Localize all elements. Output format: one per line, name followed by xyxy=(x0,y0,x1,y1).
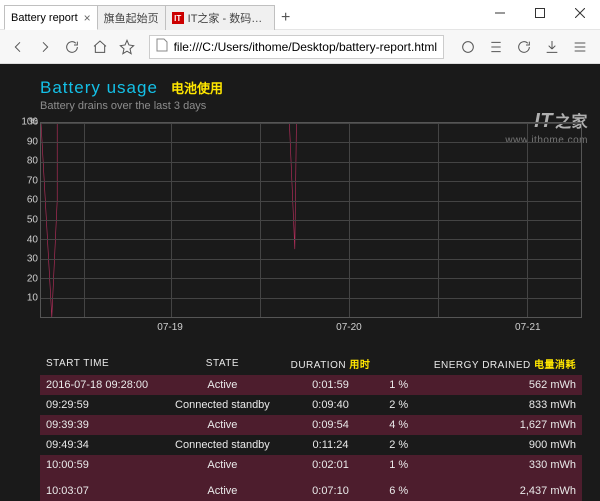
cell-energy: 833 mWh xyxy=(414,395,582,415)
home-button[interactable] xyxy=(88,33,111,61)
section-header: Battery usage 电池使用 Battery drains over t… xyxy=(40,78,582,112)
y-tick: 40 xyxy=(12,234,38,245)
tab-0[interactable]: Battery report × xyxy=(4,5,98,30)
y-tick: 100 xyxy=(12,117,38,128)
cell-state: Active xyxy=(164,455,280,475)
tab-label: Battery report xyxy=(11,12,78,24)
cell-duration: 0:09:54 xyxy=(281,415,381,435)
y-tick: 70 xyxy=(12,175,38,186)
cell-pct: 2 % xyxy=(380,395,414,415)
y-axis: %100908070605040302010 xyxy=(12,122,38,318)
extension2-button[interactable] xyxy=(482,33,510,61)
address-text: file:///C:/Users/ithome/Desktop/battery-… xyxy=(174,40,437,54)
cell-energy: 1,627 mWh xyxy=(414,415,582,435)
new-tab-button[interactable]: + xyxy=(274,6,298,30)
y-tick: 90 xyxy=(12,136,38,147)
cell-state: Connected standby xyxy=(164,435,280,455)
cell-duration: 0:09:40 xyxy=(281,395,381,415)
refresh2-button[interactable] xyxy=(510,33,538,61)
usage-table-wrap: START TIME STATE DURATION 用时 ENERGY DRAI… xyxy=(0,352,582,501)
y-tick: 10 xyxy=(12,293,38,304)
window-controls xyxy=(480,0,600,26)
col-duration: DURATION xyxy=(291,360,346,371)
x-axis: 07-19 07-20 07-21 xyxy=(40,322,582,342)
cell-pct: 1 % xyxy=(380,375,414,395)
table-row: 10:00:59Active0:02:011 %330 mWh xyxy=(40,455,582,475)
cell-duration: 0:11:24 xyxy=(281,435,381,455)
star-button[interactable] xyxy=(115,33,138,61)
col-state: STATE xyxy=(164,352,280,375)
cell-state: Active xyxy=(164,415,280,435)
cell-pct: 2 % xyxy=(380,435,414,455)
cell-time: 09:29:59 xyxy=(40,395,164,415)
tab-favicon: IT xyxy=(172,12,184,24)
window-titlebar: Battery report × 旗鱼起始页 IT IT之家 - 数码、科技、生 + xyxy=(0,0,600,30)
close-button[interactable] xyxy=(560,0,600,26)
tab-1[interactable]: 旗鱼起始页 xyxy=(97,5,166,30)
extension1-button[interactable] xyxy=(454,33,482,61)
col-duration-zh: 用时 xyxy=(349,360,370,371)
tab-strip: Battery report × 旗鱼起始页 IT IT之家 - 数码、科技、生 + xyxy=(4,5,298,30)
cell-energy: 330 mWh xyxy=(414,455,582,475)
download-button[interactable] xyxy=(538,33,566,61)
col-pct xyxy=(380,352,414,375)
tab-close-icon[interactable]: × xyxy=(84,11,91,25)
table-row: 09:39:39Active0:09:544 %1,627 mWh xyxy=(40,415,582,435)
col-energy-zh: 电量消耗 xyxy=(534,360,576,371)
y-tick: 20 xyxy=(12,273,38,284)
section-subtitle: Battery drains over the last 3 days xyxy=(40,100,582,112)
cell-energy: 900 mWh xyxy=(414,435,582,455)
x-tick: 07-20 xyxy=(336,322,362,333)
x-tick: 07-19 xyxy=(157,322,183,333)
report-content: IT之家 www.ithome.com Battery usage 电池使用 B… xyxy=(0,64,600,501)
cell-duration: 0:02:01 xyxy=(281,455,381,475)
battery-chart: %100908070605040302010 07-1907-2007-21 xyxy=(40,122,582,342)
back-button[interactable] xyxy=(6,33,29,61)
col-start-time: START TIME xyxy=(40,352,164,375)
tab-label: 旗鱼起始页 xyxy=(104,10,159,26)
doc-icon xyxy=(156,38,168,55)
usage-table: START TIME STATE DURATION 用时 ENERGY DRAI… xyxy=(40,352,582,501)
cell-time: 10:03:07 xyxy=(40,475,164,501)
y-tick: 50 xyxy=(12,215,38,226)
menu-button[interactable] xyxy=(566,33,594,61)
cell-duration: 0:07:10 xyxy=(281,475,381,501)
cell-time: 09:39:39 xyxy=(40,415,164,435)
cell-state: Connected standby xyxy=(164,395,280,415)
cell-time: 2016-07-18 09:28:00 xyxy=(40,375,164,395)
cell-time: 09:49:34 xyxy=(40,435,164,455)
cell-energy: 562 mWh xyxy=(414,375,582,395)
refresh-button[interactable] xyxy=(61,33,84,61)
col-energy: ENERGY DRAINED xyxy=(434,360,531,371)
y-tick: 60 xyxy=(12,195,38,206)
table-row: 2016-07-18 09:28:00Active0:01:591 %562 m… xyxy=(40,375,582,395)
address-bar[interactable]: file:///C:/Users/ithome/Desktop/battery-… xyxy=(149,35,444,59)
tab-2[interactable]: IT IT之家 - 数码、科技、生 xyxy=(165,5,275,30)
table-body: 2016-07-18 09:28:00Active0:01:591 %562 m… xyxy=(40,375,582,501)
forward-button[interactable] xyxy=(33,33,56,61)
cell-pct: 1 % xyxy=(380,455,414,475)
cell-state: Active xyxy=(164,375,280,395)
minimize-button[interactable] xyxy=(480,0,520,26)
tab-label: IT之家 - 数码、科技、生 xyxy=(188,10,268,26)
cell-energy: 2,437 mWh xyxy=(414,475,582,501)
maximize-button[interactable] xyxy=(520,0,560,26)
section-title: Battery usage xyxy=(40,78,158,97)
x-tick: 07-21 xyxy=(515,322,541,333)
table-header-row: START TIME STATE DURATION 用时 ENERGY DRAI… xyxy=(40,352,582,375)
cell-time: 10:00:59 xyxy=(40,455,164,475)
browser-toolbar: file:///C:/Users/ithome/Desktop/battery-… xyxy=(0,30,600,64)
cell-pct: 6 % xyxy=(380,475,414,501)
cell-pct: 4 % xyxy=(380,415,414,435)
cell-duration: 0:01:59 xyxy=(281,375,381,395)
y-tick: 80 xyxy=(12,156,38,167)
cell-state: Active xyxy=(164,475,280,501)
table-row: 10:03:07Active0:07:106 %2,437 mWh xyxy=(40,475,582,501)
section-title-annotation: 电池使用 xyxy=(171,81,223,96)
y-tick: 30 xyxy=(12,254,38,265)
table-row: 09:49:34Connected standby0:11:242 %900 m… xyxy=(40,435,582,455)
table-row: 09:29:59Connected standby0:09:402 %833 m… xyxy=(40,395,582,415)
plot-area xyxy=(40,122,582,318)
